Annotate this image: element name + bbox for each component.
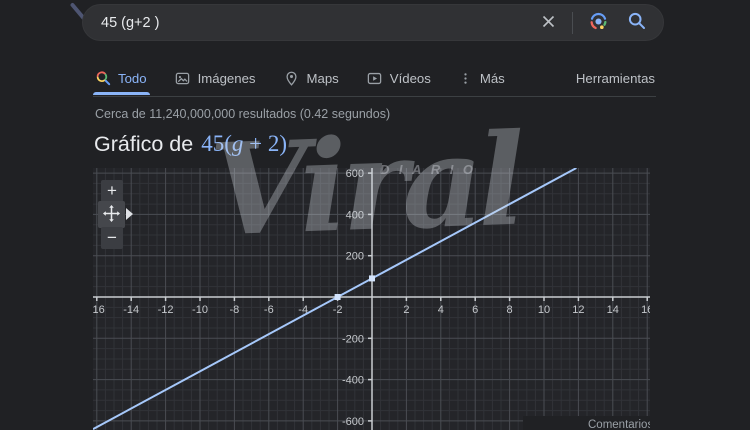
image-icon <box>174 70 191 87</box>
results-tabs: Todo Imágenes Maps <box>95 62 655 94</box>
map-pin-icon <box>283 70 300 87</box>
graph-footer <box>523 416 650 430</box>
zoom-out-button[interactable]: − <box>101 227 123 249</box>
svg-text:14: 14 <box>607 304 619 316</box>
svg-text:400: 400 <box>346 209 364 221</box>
svg-text:-14: -14 <box>123 304 139 316</box>
expr-variable: g <box>231 131 244 156</box>
svg-text:8: 8 <box>507 304 513 316</box>
tab-maps[interactable]: Maps <box>283 70 339 87</box>
svg-text:-4: -4 <box>298 304 308 316</box>
svg-text:16: 16 <box>641 304 650 316</box>
tools-button[interactable]: Herramientas <box>575 70 655 86</box>
close-icon <box>540 13 557 33</box>
tab-todo[interactable]: Todo <box>95 70 147 86</box>
move-icon <box>102 204 121 226</box>
heading-expression: 45(g + 2) <box>201 131 287 157</box>
svg-text:-200: -200 <box>342 333 364 345</box>
tabs-divider <box>93 96 656 97</box>
plot-canvas[interactable]: -16 -14 -12 -10 -8 -6 -4 -2 2 4 6 8 10 12 14 16 600 400 20… <box>93 168 650 430</box>
triangle-right-icon[interactable] <box>126 208 133 220</box>
expr-pre: 45( <box>201 131 232 156</box>
svg-text:10: 10 <box>538 304 550 316</box>
tab-mas[interactable]: Más <box>458 71 505 86</box>
tab-label: Maps <box>306 70 339 86</box>
svg-text:-8: -8 <box>230 304 240 316</box>
svg-text:-600: -600 <box>342 416 364 428</box>
search-bar[interactable] <box>82 4 664 41</box>
pan-button[interactable] <box>98 201 125 228</box>
svg-text:6: 6 <box>472 304 478 316</box>
lens-search-button[interactable] <box>586 11 611 35</box>
svg-text:2: 2 <box>403 304 409 316</box>
tab-label: Imágenes <box>197 70 256 86</box>
heading-prefix: Gráfico de <box>94 132 194 156</box>
svg-text:600: 600 <box>346 168 364 180</box>
svg-text:-12: -12 <box>158 304 174 316</box>
search-input[interactable] <box>101 14 538 31</box>
svg-text:-10: -10 <box>192 304 208 316</box>
graph-heading: Gráfico de 45(g + 2) <box>94 131 287 157</box>
svg-text:-400: -400 <box>342 375 364 387</box>
tab-label: Todo <box>118 70 147 86</box>
function-graph[interactable]: -16 -14 -12 -10 -8 -6 -4 -2 2 4 6 8 10 12 14 16 600 400 20… <box>93 168 650 430</box>
tab-videos[interactable]: Vídeos <box>366 70 431 87</box>
feedback-link[interactable]: Comentarios <box>588 419 650 430</box>
svg-text:-2: -2 <box>333 304 343 316</box>
active-tab-underline <box>93 92 150 95</box>
more-vertical-icon <box>458 71 473 86</box>
zoom-in-button[interactable]: + <box>101 180 123 202</box>
svg-text:-16: -16 <box>93 304 105 316</box>
expr-post: + 2) <box>243 131 287 156</box>
search-bar-divider <box>572 11 573 34</box>
svg-text:200: 200 <box>346 251 364 263</box>
svg-text:-6: -6 <box>264 304 274 316</box>
tab-imagenes[interactable]: Imágenes <box>174 70 256 87</box>
results-stats: Cerca de 11,240,000,000 resultados (0.42… <box>95 107 391 121</box>
tab-label: Más <box>479 70 505 86</box>
svg-text:4: 4 <box>438 304 444 316</box>
svg-text:12: 12 <box>572 304 584 316</box>
google-lens-icon <box>588 11 609 35</box>
tab-label: Vídeos <box>389 70 431 86</box>
search-submit-button[interactable] <box>625 11 649 34</box>
search-icon <box>627 11 647 34</box>
video-icon <box>366 70 383 87</box>
clear-search-button[interactable] <box>538 13 559 33</box>
search-icon <box>95 70 111 86</box>
